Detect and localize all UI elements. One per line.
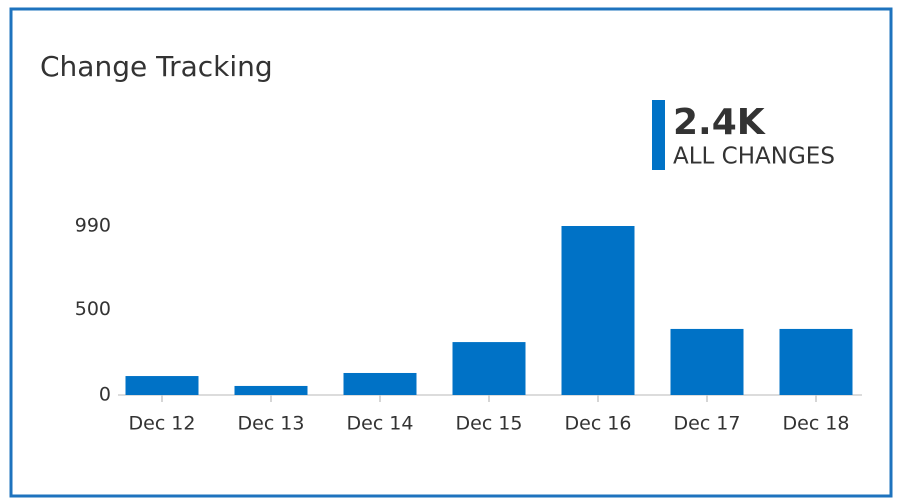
x-tick-label: Dec 18 xyxy=(783,413,850,435)
y-tick-label: 990 xyxy=(75,215,111,237)
x-tick-label: Dec 12 xyxy=(129,413,196,435)
bar xyxy=(561,226,635,395)
bar xyxy=(452,342,526,395)
summary-label: ALL CHANGES xyxy=(673,144,835,170)
bar xyxy=(670,328,744,395)
bar xyxy=(125,376,199,395)
summary-accent xyxy=(652,100,665,170)
summary-value: 2.4K xyxy=(673,102,766,143)
x-tick-label: Dec 17 xyxy=(674,413,741,435)
x-tick-label: Dec 14 xyxy=(347,413,414,435)
y-tick-label: 500 xyxy=(75,298,111,320)
chart-title: Change Tracking xyxy=(40,50,273,83)
tile-frame xyxy=(9,7,893,498)
x-tick-label: Dec 15 xyxy=(456,413,523,435)
bar xyxy=(343,372,417,395)
bar xyxy=(779,328,853,395)
x-tick-label: Dec 16 xyxy=(565,413,632,435)
y-tick-label: 0 xyxy=(99,384,111,406)
bar xyxy=(234,385,308,395)
x-tick-label: Dec 13 xyxy=(238,413,305,435)
